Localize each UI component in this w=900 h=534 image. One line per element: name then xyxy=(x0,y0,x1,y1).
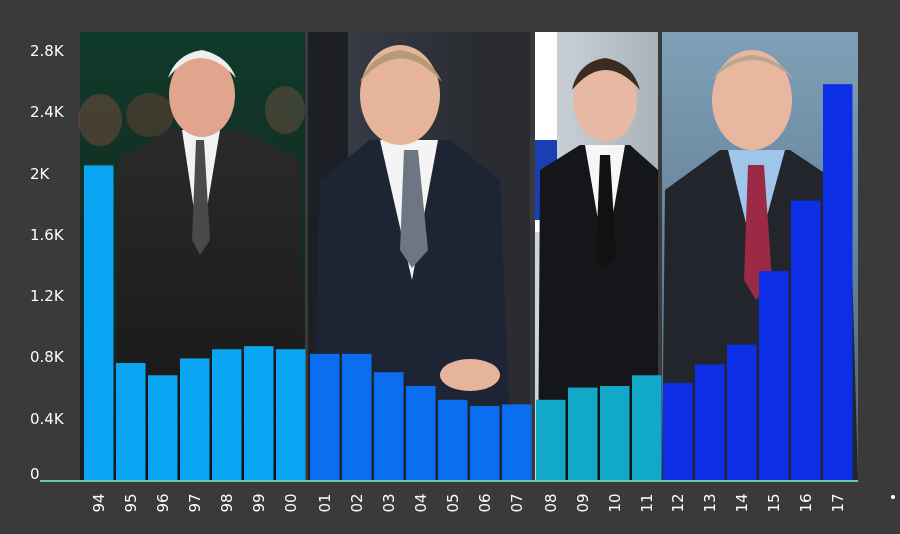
bar-99 xyxy=(244,346,274,481)
y-tick-label: 2K xyxy=(30,164,50,183)
bar-10 xyxy=(600,386,630,481)
bar-07 xyxy=(502,404,532,481)
bar-95 xyxy=(116,363,146,481)
bar-01 xyxy=(310,353,340,481)
y-tick-label: 1.6K xyxy=(30,225,64,244)
x-tick-label: 04 xyxy=(411,493,430,513)
bar-16 xyxy=(791,200,821,481)
bar-98 xyxy=(212,349,242,481)
bar-11 xyxy=(632,375,662,481)
x-tick-label: 17 xyxy=(828,493,847,513)
bar-97 xyxy=(180,358,210,481)
bar-94 xyxy=(84,165,114,481)
bar-08 xyxy=(536,399,566,481)
x-tick-label: 03 xyxy=(379,493,398,513)
x-tick-label: 11 xyxy=(637,493,656,513)
bar-03 xyxy=(374,372,404,481)
y-tick-label: 2.4K xyxy=(30,103,64,122)
x-tick-label: 12 xyxy=(668,493,687,513)
portrait-yeltsin xyxy=(78,32,305,480)
x-tick-label: 99 xyxy=(249,493,268,513)
bar-04 xyxy=(406,386,436,481)
x-tick-label: 05 xyxy=(443,493,462,513)
bar-96 xyxy=(148,375,178,481)
x-tick-label: 96 xyxy=(153,493,172,513)
x-tick-label: 06 xyxy=(475,493,494,513)
x-tick-label: 00 xyxy=(281,493,300,513)
x-tick-label: 02 xyxy=(347,493,366,513)
bar-05 xyxy=(438,399,468,481)
corner-dot xyxy=(891,495,895,499)
y-tick-label: 1.2K xyxy=(30,287,64,306)
x-tick-label: 97 xyxy=(185,493,204,513)
bars-layer xyxy=(84,84,853,482)
y-tick-label: 0.4K xyxy=(30,409,64,428)
y-tick-label: 0.8K xyxy=(30,348,64,367)
x-tick-label: 14 xyxy=(732,493,751,513)
bar-12 xyxy=(663,382,693,481)
bar-17 xyxy=(823,84,853,482)
x-tick-label: 08 xyxy=(541,493,560,513)
bar-02 xyxy=(342,353,372,481)
bar-15 xyxy=(759,271,789,481)
x-tick-label: 10 xyxy=(605,493,624,513)
x-tick-label: 07 xyxy=(507,493,526,513)
y-tick-label: 2.8K xyxy=(30,42,64,60)
x-tick-label: 13 xyxy=(700,493,719,513)
bar-00 xyxy=(276,349,306,481)
x-tick-label: 01 xyxy=(315,493,334,513)
bar-09 xyxy=(568,387,598,481)
x-tick-label: 98 xyxy=(217,493,236,513)
x-tick-label: 09 xyxy=(573,493,592,513)
x-tick-label: 95 xyxy=(121,493,140,513)
x-tick-label: 15 xyxy=(764,493,783,513)
y-tick-label: 0 xyxy=(30,465,40,483)
x-tick-label: 16 xyxy=(796,493,815,513)
x-tick-label: 94 xyxy=(89,493,108,513)
bar-06 xyxy=(470,405,500,481)
bar-13 xyxy=(695,364,725,481)
bar-14 xyxy=(727,344,757,481)
